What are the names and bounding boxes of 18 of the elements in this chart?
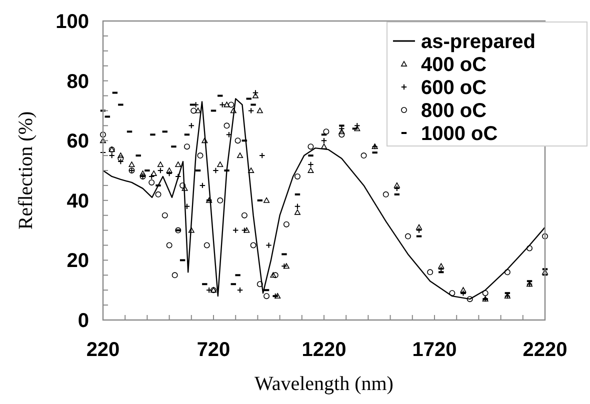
- x-tick-label: 1220: [302, 339, 346, 361]
- legend-label: 800 oC: [421, 100, 487, 122]
- y-tick-label: 80: [66, 70, 89, 93]
- y-tick-label: 60: [66, 130, 89, 153]
- legend-label: 1000 oC: [421, 123, 498, 145]
- x-axis-title: Wavelength (nm): [254, 373, 394, 395]
- y-axis-title: Reflection (%): [15, 111, 37, 230]
- x-tick-label: 2220: [522, 339, 568, 361]
- y-tick-label: 0: [78, 310, 89, 332]
- legend-label: 400 oC: [421, 54, 487, 76]
- x-tick-label: 720: [196, 339, 230, 361]
- legend-label: 600 oC: [421, 77, 487, 99]
- x-tick-label: 220: [86, 339, 120, 361]
- x-tick-label: 1720: [412, 339, 457, 361]
- y-tick-label: 20: [66, 250, 89, 272]
- y-tick-label: 100: [56, 11, 89, 33]
- legend-label: as-prepared: [421, 31, 536, 53]
- y-tick-label: 40: [66, 190, 89, 212]
